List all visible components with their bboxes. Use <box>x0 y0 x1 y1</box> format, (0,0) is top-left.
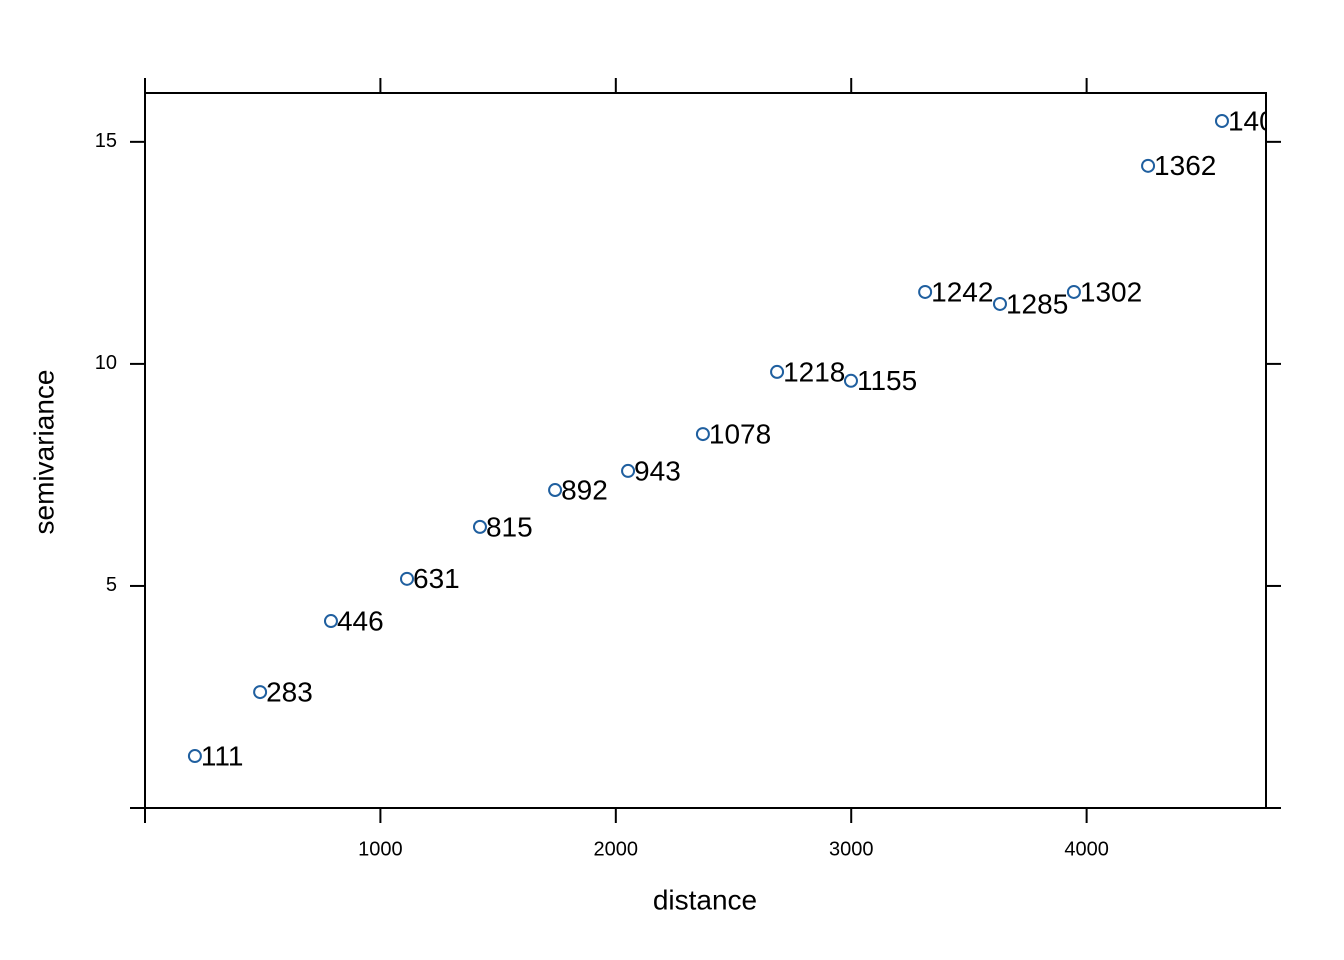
point <box>1214 113 1229 128</box>
point-label: 1302 <box>1080 276 1142 307</box>
point <box>918 284 933 299</box>
point-label: 892 <box>561 474 608 505</box>
point <box>548 483 563 498</box>
x-tick-label: 2000 <box>594 838 639 860</box>
x-tick-label: 1000 <box>358 838 403 860</box>
point <box>770 364 785 379</box>
y-tick-label: 5 <box>106 574 117 596</box>
x-tick-label: 3000 <box>829 838 874 860</box>
plot-area: 111 283 446 631 815 892 943 1078 1218 1155 1242 128… <box>187 105 1275 771</box>
point <box>253 685 268 700</box>
point <box>187 749 202 764</box>
x-tick-label: 4000 <box>1064 838 1109 860</box>
point-label: 1218 <box>783 356 845 387</box>
y-tick-label: 10 <box>95 352 117 374</box>
point <box>472 519 487 534</box>
point-label: 943 <box>634 455 681 486</box>
point-label: 283 <box>266 676 313 707</box>
point-label: 1078 <box>709 418 771 449</box>
point-label: 1362 <box>1154 150 1216 181</box>
point-label: 1155 <box>857 365 917 396</box>
y-tick-label: 15 <box>95 130 117 152</box>
x-axis-title: distance <box>653 884 757 915</box>
point <box>1066 284 1081 299</box>
point-label: 140 <box>1228 105 1275 136</box>
point <box>695 427 710 442</box>
point-label: 1285 <box>1006 288 1068 319</box>
point-label: 1242 <box>931 276 993 307</box>
point-label: 446 <box>337 605 384 636</box>
point <box>843 373 858 388</box>
point-label: 111 <box>201 740 244 771</box>
point-label: 631 <box>413 563 460 594</box>
panel-border <box>144 92 1267 809</box>
point <box>1141 158 1156 173</box>
point <box>323 614 338 629</box>
point-label: 815 <box>486 511 533 542</box>
point <box>992 296 1007 311</box>
point <box>621 463 636 478</box>
y-axis-title: semivariance <box>28 370 59 535</box>
point <box>400 571 415 586</box>
